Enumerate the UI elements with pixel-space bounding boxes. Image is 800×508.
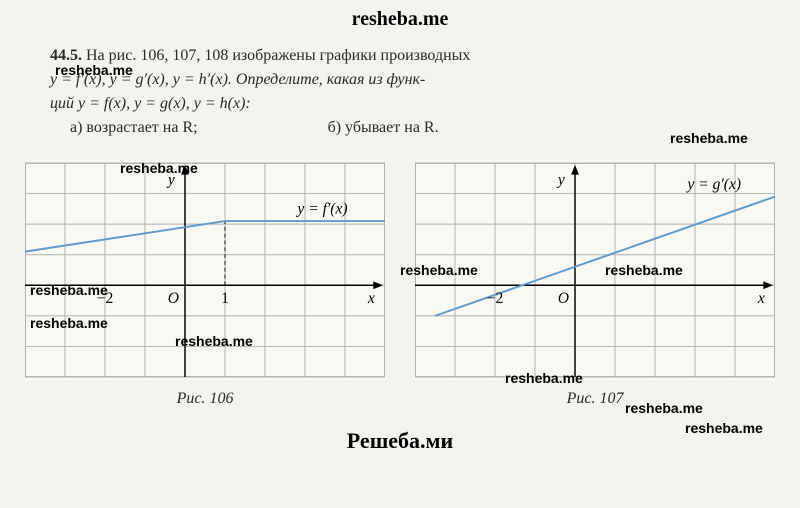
chart-107-caption: Рис. 107 [415,390,775,408]
top-watermark: resheba.me [0,0,800,39]
svg-text:O: O [168,290,179,307]
chart-106-svg: y x O −2 1 y = f′(x) [25,160,385,380]
svg-text:x: x [367,290,375,307]
charts-container: y x O −2 1 y = f′(x) Рис. 106 y x O −2 y = g′(x) … [0,150,800,418]
bottom-watermark: Решеба.ми [0,418,800,464]
svg-text:y = f′(x): y = f′(x) [295,200,347,217]
svg-text:y: y [556,171,565,188]
problem-line2: y = f′(x), y = g′(x), y = h′(x). Определ… [50,68,765,92]
chart-106-caption: Рис. 106 [25,390,385,408]
svg-text:1: 1 [221,290,229,307]
svg-text:y = g′(x): y = g′(x) [685,176,741,193]
problem-number: 44.5. [50,47,82,64]
chart-107: y x O −2 y = g′(x) Рис. 107 [415,160,775,408]
chart-106: y x O −2 1 y = f′(x) Рис. 106 [25,160,385,408]
problem-line1: На рис. 106, 107, 108 изображены графики… [86,47,470,64]
problem-line3: ций y = f(x), y = g(x), y = h(x): [50,92,765,116]
svg-text:O: O [558,290,569,307]
svg-text:y: y [166,171,175,188]
svg-text:x: x [757,290,765,307]
svg-text:−2: −2 [97,290,114,307]
chart-107-svg: y x O −2 y = g′(x) [415,160,775,380]
option-a: а) возрастает на R; [70,116,198,140]
problem-text: 44.5. На рис. 106, 107, 108 изображены г… [0,39,800,150]
svg-text:−2: −2 [487,290,504,307]
option-b: б) убывает на R. [328,116,439,140]
